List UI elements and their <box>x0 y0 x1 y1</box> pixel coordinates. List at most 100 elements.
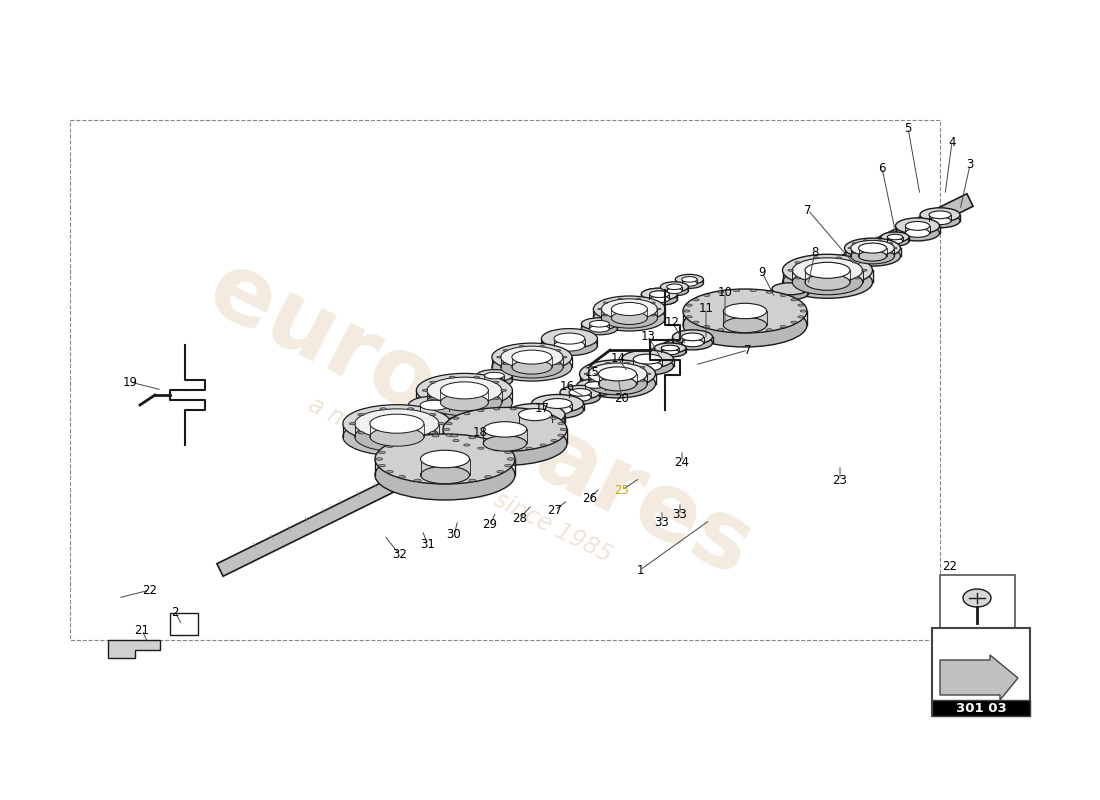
Text: a motor for parts since 1985: a motor for parts since 1985 <box>304 393 616 567</box>
Ellipse shape <box>772 288 808 300</box>
Ellipse shape <box>682 333 704 341</box>
Ellipse shape <box>558 422 564 425</box>
Ellipse shape <box>606 362 610 364</box>
Ellipse shape <box>618 298 623 300</box>
Ellipse shape <box>494 408 499 410</box>
Ellipse shape <box>893 247 898 249</box>
Ellipse shape <box>845 238 901 258</box>
Ellipse shape <box>398 475 406 478</box>
Ellipse shape <box>878 240 881 241</box>
Ellipse shape <box>905 222 930 230</box>
Ellipse shape <box>905 229 930 238</box>
Ellipse shape <box>640 366 645 368</box>
Ellipse shape <box>836 257 842 259</box>
Ellipse shape <box>888 238 903 244</box>
Ellipse shape <box>540 367 544 369</box>
Ellipse shape <box>543 398 572 409</box>
Text: 13: 13 <box>640 330 656 342</box>
Ellipse shape <box>805 262 850 278</box>
Ellipse shape <box>848 247 851 249</box>
Ellipse shape <box>717 329 724 331</box>
Ellipse shape <box>920 208 960 222</box>
Ellipse shape <box>379 438 386 440</box>
Ellipse shape <box>852 242 856 244</box>
Ellipse shape <box>661 346 679 350</box>
Ellipse shape <box>343 418 451 456</box>
Bar <box>932 628 1030 716</box>
Text: 301 03: 301 03 <box>956 702 1006 714</box>
Text: 3: 3 <box>966 158 974 171</box>
Text: 26: 26 <box>583 491 597 505</box>
Ellipse shape <box>560 390 600 404</box>
Ellipse shape <box>717 291 724 294</box>
Text: 11: 11 <box>698 302 714 314</box>
Ellipse shape <box>450 402 455 405</box>
Bar <box>70 120 940 640</box>
Ellipse shape <box>497 445 504 447</box>
Ellipse shape <box>634 361 662 371</box>
Text: 4: 4 <box>948 135 956 149</box>
Ellipse shape <box>556 363 561 365</box>
Ellipse shape <box>593 296 666 322</box>
Ellipse shape <box>407 408 414 410</box>
Ellipse shape <box>791 321 798 323</box>
Ellipse shape <box>370 427 424 446</box>
Ellipse shape <box>551 439 557 442</box>
Ellipse shape <box>540 413 547 415</box>
Ellipse shape <box>497 470 504 473</box>
Text: 7: 7 <box>804 203 812 217</box>
Ellipse shape <box>531 394 583 413</box>
Text: 23: 23 <box>833 474 847 486</box>
Ellipse shape <box>415 479 421 482</box>
Ellipse shape <box>693 321 700 323</box>
Ellipse shape <box>484 372 504 379</box>
Ellipse shape <box>554 340 585 351</box>
Ellipse shape <box>593 305 666 331</box>
Ellipse shape <box>641 288 678 300</box>
Ellipse shape <box>800 310 806 312</box>
Ellipse shape <box>505 451 512 454</box>
Polygon shape <box>217 194 974 576</box>
Ellipse shape <box>724 303 767 318</box>
Ellipse shape <box>649 291 669 298</box>
Ellipse shape <box>618 318 623 320</box>
Ellipse shape <box>492 353 572 381</box>
Text: 15: 15 <box>584 366 600 378</box>
Ellipse shape <box>855 262 860 263</box>
Ellipse shape <box>587 363 647 385</box>
Text: 2: 2 <box>172 606 178 618</box>
Ellipse shape <box>625 362 629 364</box>
Ellipse shape <box>485 440 492 442</box>
Text: 24: 24 <box>674 455 690 469</box>
Ellipse shape <box>477 447 484 450</box>
Text: 6: 6 <box>878 162 886 174</box>
Ellipse shape <box>587 373 647 395</box>
Text: 29: 29 <box>483 518 497 531</box>
Ellipse shape <box>675 278 703 288</box>
Ellipse shape <box>493 381 499 383</box>
Ellipse shape <box>657 308 661 310</box>
Ellipse shape <box>878 255 881 257</box>
Ellipse shape <box>798 316 804 318</box>
Ellipse shape <box>836 282 842 284</box>
Ellipse shape <box>660 282 689 292</box>
Ellipse shape <box>704 294 710 297</box>
Text: 1: 1 <box>636 563 644 577</box>
Ellipse shape <box>675 274 703 284</box>
Text: eurospares: eurospares <box>192 243 767 597</box>
Ellipse shape <box>766 329 772 331</box>
Ellipse shape <box>724 318 767 333</box>
Bar <box>932 700 1030 716</box>
Ellipse shape <box>417 374 513 407</box>
Ellipse shape <box>556 350 561 351</box>
Ellipse shape <box>641 293 678 305</box>
Ellipse shape <box>813 282 818 284</box>
Ellipse shape <box>649 296 669 302</box>
Ellipse shape <box>582 318 617 330</box>
Ellipse shape <box>667 288 682 294</box>
Bar <box>170 613 198 635</box>
Text: 9: 9 <box>758 266 766 278</box>
Ellipse shape <box>578 384 613 396</box>
Ellipse shape <box>612 302 648 315</box>
Ellipse shape <box>672 336 713 350</box>
